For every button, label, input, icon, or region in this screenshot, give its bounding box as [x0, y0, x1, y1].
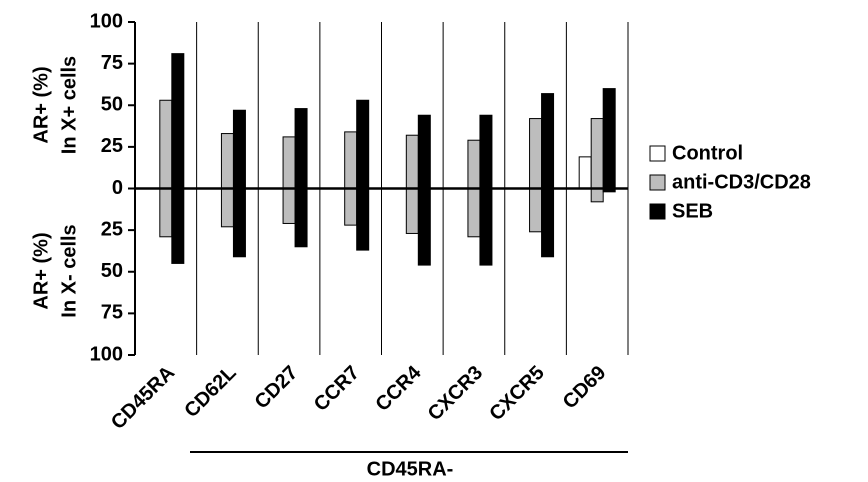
bar	[590, 118, 604, 189]
legend-label: anti-CD3/CD28	[672, 171, 811, 193]
bar	[578, 156, 592, 190]
legend-swatch	[649, 174, 666, 191]
x-tick-label: CD69	[559, 362, 611, 414]
y-tick-label: 25	[101, 135, 123, 157]
lower-axis-label: AR+ (%)	[30, 232, 52, 309]
bar	[294, 188, 308, 248]
bar	[344, 131, 358, 189]
bar	[294, 108, 308, 189]
bar	[417, 114, 431, 189]
bar	[232, 188, 246, 258]
legend-swatch	[649, 203, 666, 220]
bar	[159, 99, 173, 189]
x-tick-label: CXCR3	[424, 362, 487, 425]
y-tick-label: 0	[112, 177, 123, 199]
x-tick-label: CXCR5	[485, 362, 548, 425]
x-tick-label: CCR4	[372, 361, 427, 416]
bar	[479, 114, 493, 189]
y-tick-label: 75	[101, 302, 123, 324]
upper-axis-label: In X+ cells	[58, 56, 80, 154]
bar	[467, 139, 481, 189]
bar	[356, 99, 370, 189]
y-tick-label: 50	[101, 94, 123, 116]
lower-axis-label: In X- cells	[58, 224, 80, 317]
y-tick-label: 100	[90, 10, 123, 32]
x-tick-label: CD62L	[180, 362, 240, 422]
bar	[282, 136, 296, 189]
bar	[479, 188, 493, 266]
upper-axis-label: AR+ (%)	[30, 66, 52, 143]
x-tick-label: CD45RA	[107, 362, 179, 434]
group-label: CD45RA-	[367, 458, 454, 480]
x-tick-label: CCR7	[310, 362, 364, 416]
bar	[220, 133, 234, 189]
y-tick-label: 75	[101, 52, 123, 74]
y-tick-label: 100	[90, 343, 123, 365]
bar	[171, 188, 185, 264]
bar	[159, 188, 173, 238]
bar	[590, 188, 604, 203]
bar	[541, 93, 555, 189]
legend-swatch	[649, 145, 666, 162]
legend-label: Control	[672, 142, 743, 164]
bar	[220, 188, 234, 228]
x-tick-label: CD27	[251, 362, 303, 414]
bar	[405, 134, 419, 189]
bar	[602, 88, 616, 189]
y-tick-label: 50	[101, 260, 123, 282]
bar	[405, 188, 419, 234]
legend-label: SEB	[672, 200, 713, 222]
bar	[541, 188, 555, 258]
y-tick-label: 25	[101, 218, 123, 240]
bar	[232, 109, 246, 189]
bar	[356, 188, 370, 251]
bar	[529, 118, 543, 189]
bar	[467, 188, 481, 238]
bar	[529, 188, 543, 233]
bar	[344, 188, 358, 226]
bar	[417, 188, 431, 266]
bar	[171, 53, 185, 190]
bar	[282, 188, 296, 224]
